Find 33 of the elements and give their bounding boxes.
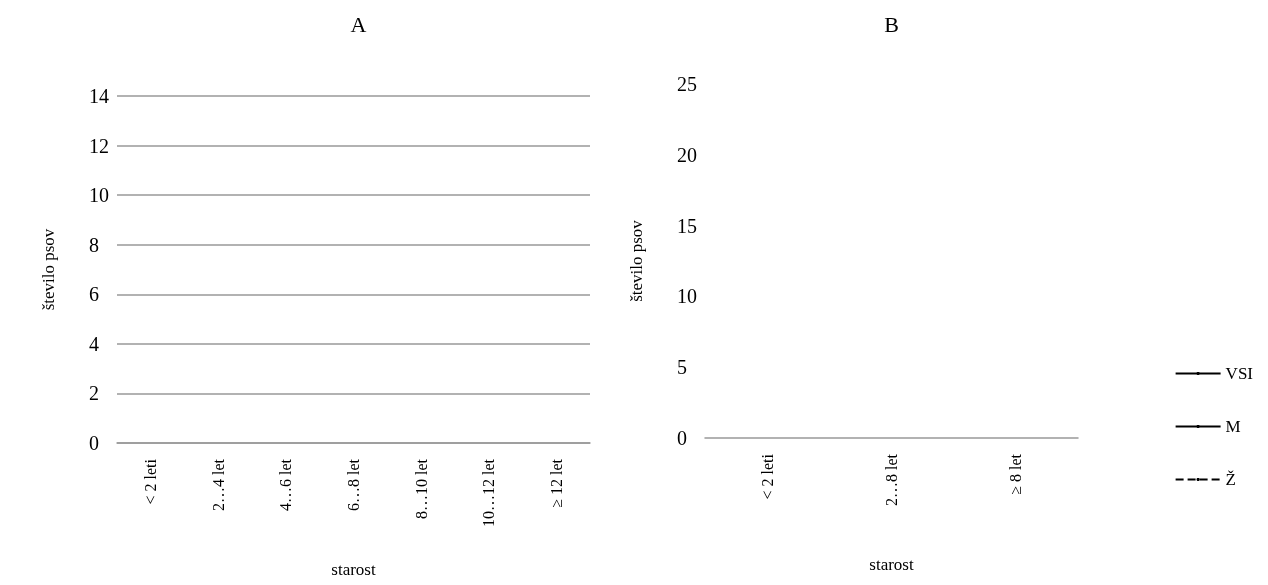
x-axis-title: starost <box>869 555 914 574</box>
y-tick-label: 5 <box>677 356 687 379</box>
x-tick-label: 4…6 let <box>277 458 295 511</box>
x-tick-label: 2…4 let <box>209 458 227 511</box>
x-tick-label: < 2 leti <box>142 458 160 505</box>
x-tick-label: 2…8 let <box>883 453 900 506</box>
y-tick-label: 15 <box>677 214 697 237</box>
y-tick-label: 0 <box>89 432 99 454</box>
x-tick-label: ≥ 8 let <box>1007 453 1025 495</box>
y-axis-title: število psov <box>39 228 58 311</box>
y-tick-label: 20 <box>677 143 697 166</box>
y-tick-label: 10 <box>89 184 109 207</box>
chart-title: A <box>350 11 367 37</box>
y-tick-label: 0 <box>677 427 687 449</box>
y-tick-label: 2 <box>89 382 99 405</box>
x-tick-label: < 2 leti <box>758 453 776 500</box>
y-tick-label: 10 <box>677 285 697 308</box>
x-tick-label: ≥ 12 let <box>547 458 565 508</box>
x-tick-label: 10…12 let <box>480 458 498 527</box>
y-tick-label: 12 <box>89 134 109 157</box>
y-tick-label: 8 <box>89 233 99 256</box>
y-tick-label: 4 <box>89 332 99 355</box>
x-tick-label: 8…10 let <box>412 458 430 519</box>
legend-label: M <box>1225 417 1241 436</box>
legend-label: VSI <box>1225 364 1254 383</box>
legend-label: Ž <box>1225 470 1236 489</box>
chart-title: B <box>884 11 899 37</box>
y-tick-label: 25 <box>677 73 697 95</box>
y-axis-title: število psov <box>627 219 646 302</box>
x-axis-title: starost <box>331 560 376 579</box>
y-tick-label: 14 <box>89 85 109 107</box>
x-tick-label: 6…8 let <box>345 458 362 511</box>
y-tick-label: 6 <box>89 283 99 306</box>
